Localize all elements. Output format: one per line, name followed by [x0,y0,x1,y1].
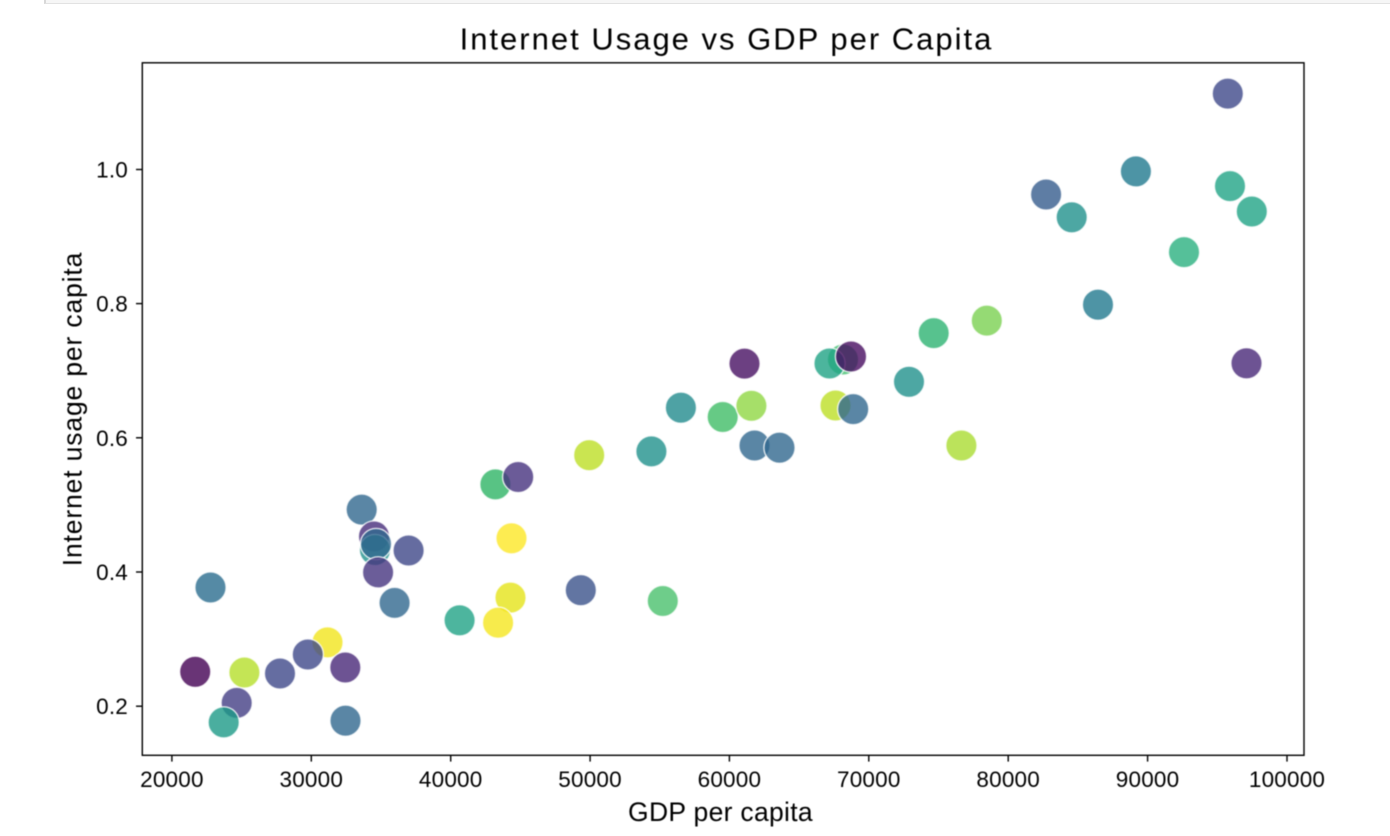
svg-text:0.2: 0.2 [96,694,128,719]
svg-text:GDP per capita: GDP per capita [628,797,813,827]
svg-text:0.6: 0.6 [96,426,128,451]
svg-text:70000: 70000 [837,767,901,792]
svg-text:100000: 100000 [1249,767,1325,792]
svg-text:Internet usage per capita: Internet usage per capita [58,252,88,566]
svg-text:60000: 60000 [698,767,762,792]
svg-text:40000: 40000 [419,767,483,792]
svg-text:1.0: 1.0 [96,158,128,183]
svg-text:50000: 50000 [558,767,622,792]
svg-text:30000: 30000 [280,767,344,792]
svg-text:80000: 80000 [976,767,1040,792]
svg-text:90000: 90000 [1116,767,1180,792]
svg-text:Internet Usage vs GDP per Capi: Internet Usage vs GDP per Capita [460,22,994,57]
svg-text:0.8: 0.8 [96,292,128,317]
svg-text:20000: 20000 [140,767,204,792]
svg-text:0.4: 0.4 [96,560,128,585]
